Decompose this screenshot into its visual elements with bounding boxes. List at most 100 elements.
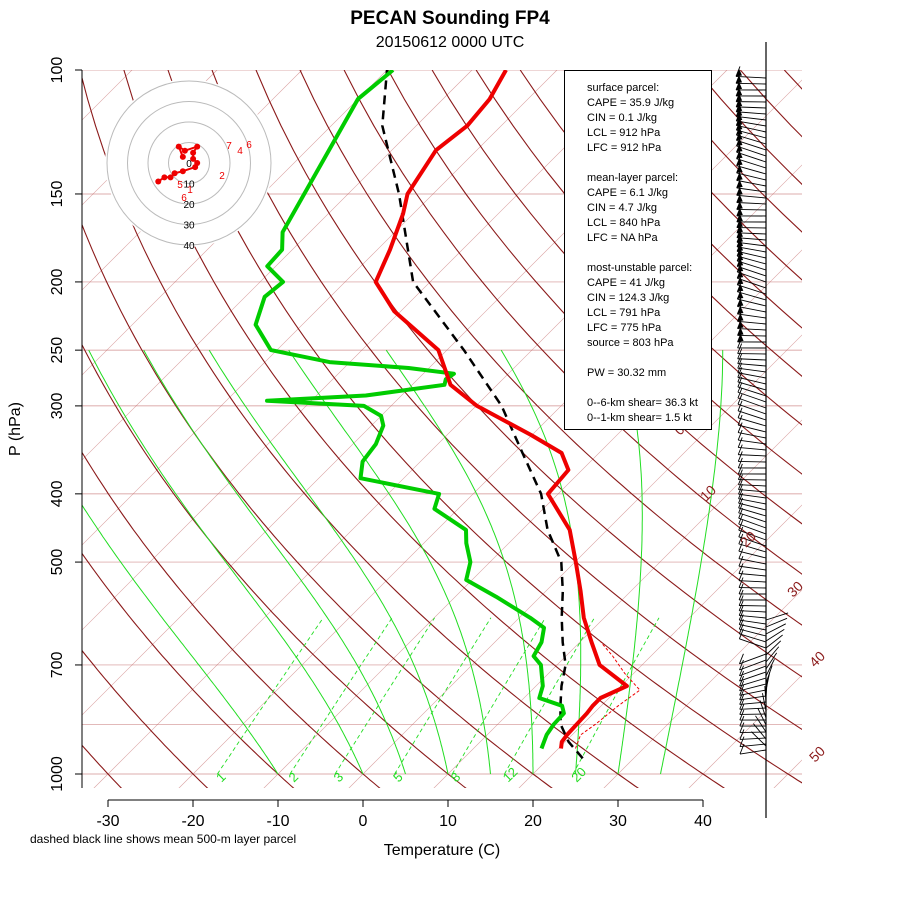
hodograph-point xyxy=(167,174,174,181)
wind-barb-flag xyxy=(737,463,743,475)
wind-barb-flag xyxy=(739,685,745,696)
x-tick-label: 40 xyxy=(694,813,712,830)
hodograph-point-label: 2 xyxy=(219,171,225,182)
isotherm-label: 50 xyxy=(806,743,828,765)
wind-barb-flag xyxy=(739,665,744,676)
wind-barb xyxy=(739,683,767,692)
wind-barb-flag xyxy=(739,722,745,733)
wind-barb xyxy=(739,665,767,677)
wind-barb xyxy=(738,489,767,493)
info-line: LCL = 840 hPa xyxy=(587,217,661,229)
x-tick-label: 20 xyxy=(524,813,542,830)
wind-barb xyxy=(738,507,767,517)
info-line: CIN = 4.7 J/kg xyxy=(587,202,658,214)
wind-barb xyxy=(759,700,767,719)
wind-barb xyxy=(739,707,767,710)
wind-barb-pennant xyxy=(736,87,743,96)
isotherm-line xyxy=(82,70,558,546)
wind-barb-pennant xyxy=(737,283,744,292)
wind-barb-flag xyxy=(737,400,743,411)
hodograph-point xyxy=(179,153,186,160)
wind-barb xyxy=(736,237,767,241)
wind-barb xyxy=(737,265,767,277)
wind-barb-flag xyxy=(738,628,744,640)
info-section: 0--6-km shear= 36.3 kt 0--1-km shear= 1.5… xyxy=(587,396,711,426)
wind-barb xyxy=(738,558,767,565)
wind-barb xyxy=(736,145,767,157)
wind-barb xyxy=(738,565,767,571)
wind-barb-flag xyxy=(738,595,744,606)
virtual-temperature-line xyxy=(575,641,641,749)
info-line: 0--1-km shear= 1.5 kt xyxy=(587,412,692,424)
wind-barb-flag xyxy=(737,429,743,441)
hodograph-point-label: 4 xyxy=(237,146,243,157)
y-tick-label: 1000 xyxy=(49,756,66,792)
wind-barb xyxy=(739,633,767,643)
dry-adiabat xyxy=(299,70,802,626)
wind-barb xyxy=(737,417,767,427)
wind-barb-pennant xyxy=(736,144,743,153)
hodograph-point-label: 6 xyxy=(181,193,187,204)
hodograph-background xyxy=(105,79,273,247)
wind-barb-flag xyxy=(739,709,745,721)
hodograph-point xyxy=(161,174,168,181)
wind-barb xyxy=(736,139,767,151)
wind-barb xyxy=(765,617,788,628)
wind-barb-pennant xyxy=(736,93,743,102)
info-line: LFC = 912 hPa xyxy=(587,142,662,154)
wind-barb xyxy=(765,612,789,621)
mixing-ratio-line xyxy=(504,617,595,775)
wind-barb-flag xyxy=(738,570,744,581)
parcel-line xyxy=(381,70,584,760)
wind-barb-flag xyxy=(737,343,743,354)
wind-barb xyxy=(737,291,767,301)
wind-barb-flag xyxy=(737,353,743,364)
hodograph-ring-label: 30 xyxy=(183,221,195,232)
wind-barb-flag xyxy=(737,337,743,349)
y-tick-label: 400 xyxy=(49,480,66,507)
wind-barb-pennant xyxy=(736,127,743,136)
dewpoint-line xyxy=(253,70,566,750)
wind-barb xyxy=(737,358,767,361)
moist-adiabat xyxy=(143,349,406,775)
y-tick-label: 250 xyxy=(49,337,66,364)
mixing-ratio-line xyxy=(451,617,546,775)
wind-barb xyxy=(739,737,767,740)
wind-barb xyxy=(738,432,767,439)
wind-barb-pennant xyxy=(736,117,743,126)
wind-barb-flag xyxy=(737,358,743,369)
moist-adiabat xyxy=(500,349,582,775)
wind-barb-flag xyxy=(738,583,744,595)
wind-barb-pennant xyxy=(736,122,743,131)
wind-barb xyxy=(738,446,767,451)
wind-barb xyxy=(738,461,767,463)
wind-barb xyxy=(738,580,767,583)
isotherm-line xyxy=(518,504,802,788)
footnote: dashed black line shows mean 500-m layer… xyxy=(30,832,297,846)
dry-adiabat xyxy=(828,70,900,789)
wind-barb-pennant xyxy=(737,320,744,329)
wind-barb-pennant xyxy=(737,333,744,342)
wind-barb xyxy=(736,202,767,205)
hodograph-point xyxy=(181,147,188,154)
x-axis-label: Temperature (C) xyxy=(384,842,500,859)
moist-adiabat xyxy=(617,349,643,775)
dry-adiabat xyxy=(695,70,802,186)
info-line: source = 803 hPa xyxy=(587,337,674,349)
hodograph-point xyxy=(190,155,197,162)
x-axis-ticks: -30 -20 -10 0 10 20 30 40 xyxy=(96,800,712,830)
wind-barb xyxy=(736,165,767,175)
wind-barb xyxy=(737,320,767,325)
wind-barb-flag xyxy=(738,614,744,625)
wind-barb xyxy=(737,313,767,319)
wind-barb xyxy=(739,671,767,682)
parcel-info-box: surface parcel: CAPE = 35.9 J/kg CIN = 0.1… xyxy=(564,70,712,430)
isotherm-label: 30 xyxy=(784,578,806,600)
wind-barb xyxy=(765,640,782,656)
wind-barb-pennant xyxy=(736,75,743,84)
wind-barb xyxy=(736,115,767,121)
wind-barb xyxy=(736,111,767,115)
wind-barb-flag xyxy=(738,589,744,601)
wind-barb-flag xyxy=(737,414,743,426)
